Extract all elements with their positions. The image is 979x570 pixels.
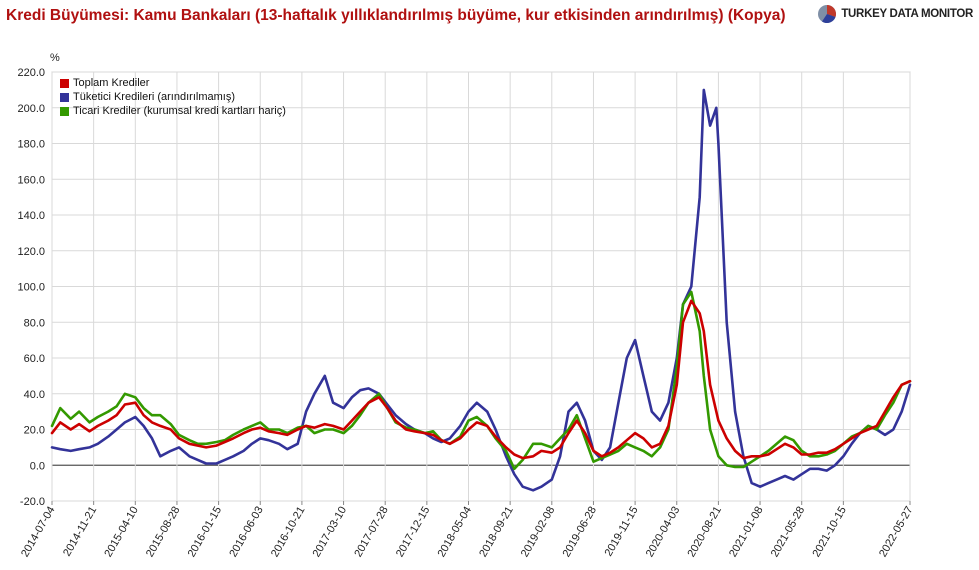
pie-logo-icon (818, 4, 837, 24)
x-tick-label: 2020-08-21 (685, 505, 724, 560)
x-tick-label: 2014-11-21 (61, 505, 99, 559)
x-tick-label: 2019-02-08 (519, 505, 558, 560)
y-tick-label: 40.0 (24, 389, 45, 401)
legend-swatch (60, 106, 69, 116)
x-tick-label: 2015-04-10 (102, 505, 141, 560)
y-tick-label: 80.0 (24, 317, 45, 329)
x-tick-label: 2020-04-03 (644, 505, 683, 560)
x-tick-label: 2017-07-28 (352, 505, 391, 560)
y-tick-label: 180.0 (17, 139, 45, 151)
y-tick-label: 20.0 (24, 425, 45, 437)
x-tick-label: 2018-09-21 (477, 505, 516, 560)
y-axis-ticks: 220.0 200.0 180.0 160.0 140.0 120.0 100.0 80.0 6… (17, 67, 45, 508)
x-tick-label: 2022-05-27 (877, 505, 916, 560)
chart-legend: Toplam Krediler Tüketici Kredileri (arın… (60, 76, 286, 118)
x-tick-label: 2017-03-10 (311, 505, 350, 560)
x-tick-label: 2021-10-15 (810, 505, 849, 560)
series-line-1 (50, 88, 912, 492)
brand-name: TURKEY DATA MONITOR (841, 8, 973, 20)
y-tick-label: 160.0 (17, 174, 45, 186)
y-tick-label: 120.0 (17, 246, 45, 258)
legend-item-toplam[interactable]: Toplam Krediler (60, 76, 286, 90)
x-tick-label: 2021-01-08 (727, 505, 766, 560)
legend-swatch (60, 92, 69, 102)
y-tick-label: 0.0 (30, 460, 45, 472)
y-tick-label: 140.0 (17, 210, 45, 222)
y-tick-label: 100.0 (17, 282, 45, 294)
series-line-0 (50, 299, 912, 460)
x-tick-label: 2016-01-15 (186, 505, 225, 560)
x-tick-label: 2014-07-04 (19, 505, 58, 560)
series-line-2 (50, 290, 912, 471)
x-tick-label: 2016-06-03 (227, 505, 266, 560)
x-tick-label: 2019-06-28 (561, 505, 600, 560)
x-tick-label: 2017-12-15 (394, 505, 433, 560)
x-tick-label: 2015-08-28 (144, 505, 183, 560)
y-tick-label: -20.0 (20, 496, 45, 508)
legend-label: Toplam Krediler (73, 77, 150, 89)
x-tick-label: 2021-05-28 (769, 505, 808, 560)
legend-item-ticari[interactable]: Ticari Krediler (kurumsal kredi kartları… (60, 104, 286, 118)
chart-grid (51, 71, 911, 505)
y-tick-label: 220.0 (17, 67, 45, 79)
legend-swatch (60, 78, 69, 88)
legend-item-tuketici[interactable]: Tüketici Kredileri (arındırılmamış) (60, 90, 286, 104)
x-tick-label: 2019-11-15 (603, 505, 641, 559)
brand-logo[interactable]: TURKEY DATA MONITOR (817, 4, 973, 24)
x-tick-label: 2018-05-04 (436, 505, 475, 560)
y-tick-label: 200.0 (17, 103, 45, 115)
chart-series (50, 88, 912, 492)
legend-label: Tüketici Kredileri (arındırılmamış) (73, 91, 235, 103)
y-axis-unit: % (50, 52, 60, 64)
x-axis-ticks: 2014-07-04 2014-11-21 2015-04-10 2015-08-28… (19, 505, 916, 560)
legend-label: Ticari Krediler (kurumsal kredi kartları… (73, 105, 286, 117)
chart-title: Kredi Büyümesi: Kamu Bankaları (13-hafta… (6, 7, 786, 24)
x-tick-label: 2016-10-21 (269, 505, 308, 560)
y-tick-label: 60.0 (24, 353, 45, 365)
